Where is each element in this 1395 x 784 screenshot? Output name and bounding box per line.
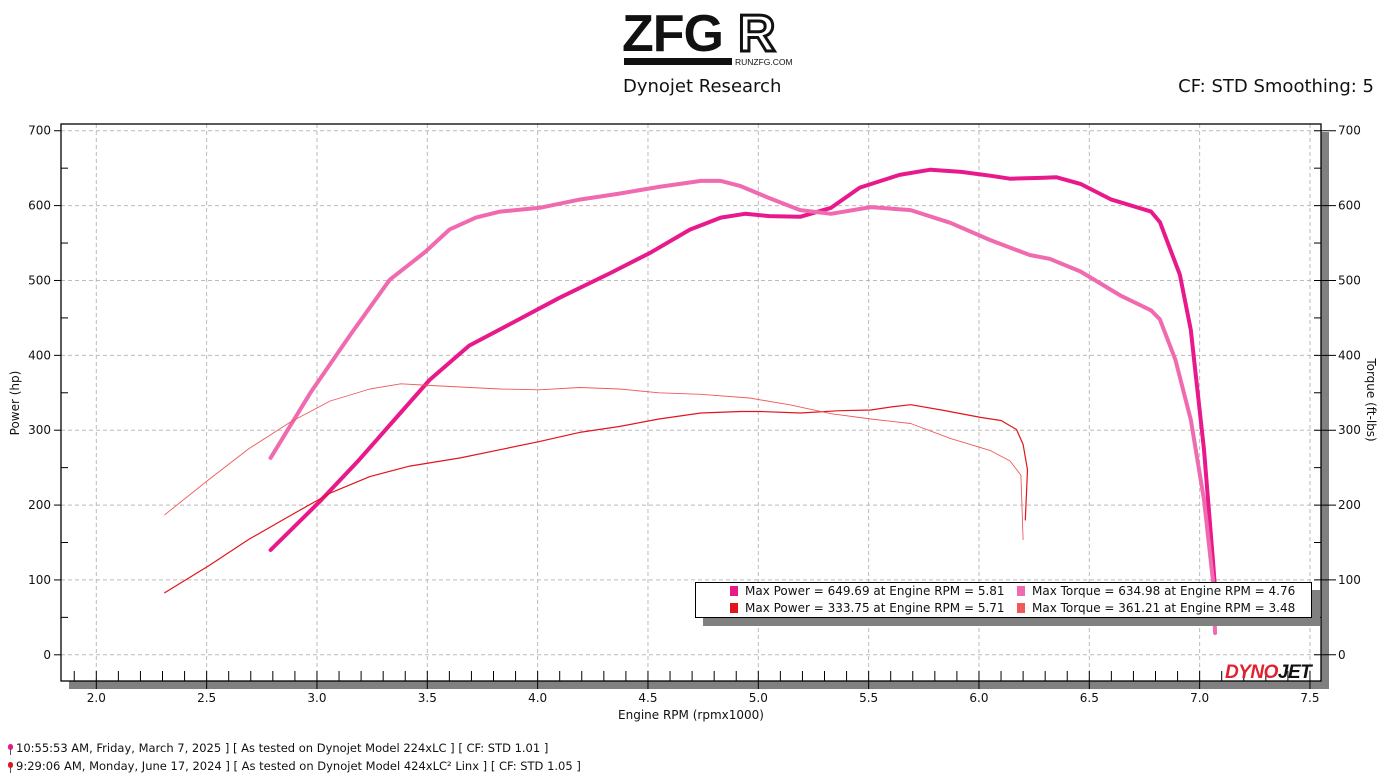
chart-title: Dynojet Research: [623, 76, 782, 97]
svg-text:200: 200: [28, 498, 51, 512]
svg-text:7.0: 7.0: [1190, 691, 1209, 705]
svg-text:6.5: 6.5: [1080, 691, 1099, 705]
svg-text:3.5: 3.5: [418, 691, 437, 705]
svg-text:5.0: 5.0: [749, 691, 768, 705]
svg-text:2.0: 2.0: [87, 691, 106, 705]
legend-label: Max Power = 649.69 at Engine RPM = 5.81: [745, 584, 1005, 598]
zfg-logo: ZFG R RUNZFG.COM: [622, 5, 793, 70]
legend-label: Max Torque = 634.98 at Engine RPM = 4.76: [1032, 584, 1296, 598]
plot-shadow: [69, 132, 1329, 689]
svg-text:300: 300: [28, 423, 51, 437]
run-info-text: 9:29:06 AM, Monday, June 17, 2024 ] [ As…: [16, 759, 581, 773]
run-info-1: 10:55:53 AM, Friday, March 7, 2025 ] [ A…: [8, 741, 548, 755]
legend-swatch: [1017, 603, 1025, 613]
svg-text:0: 0: [43, 648, 51, 662]
svg-text:700: 700: [1338, 124, 1361, 138]
svg-text:100: 100: [1338, 573, 1361, 587]
run-info-2: 9:29:06 AM, Monday, June 17, 2024 ] [ As…: [8, 759, 581, 773]
y-axis-label-torque: Torque (ft-lbs): [1364, 357, 1378, 441]
y-axis-label-power: Power (hp): [8, 371, 22, 436]
plot-frame: [60, 123, 1322, 682]
legend-item: Max Torque = 361.21 at Engine RPM = 3.48: [1017, 600, 1295, 617]
svg-text:2.5: 2.5: [197, 691, 216, 705]
legend-item: Max Power = 649.69 at Engine RPM = 5.81: [730, 583, 1005, 600]
legend: Max Power = 649.69 at Engine RPM = 5.81 …: [695, 582, 1312, 618]
svg-text:400: 400: [28, 348, 51, 362]
svg-text:3.0: 3.0: [307, 691, 326, 705]
svg-text:4.0: 4.0: [528, 691, 547, 705]
svg-text:0: 0: [1338, 648, 1346, 662]
legend-swatch: [730, 586, 738, 596]
dynojet-watermark: DYNOJET: [1225, 662, 1312, 684]
svg-text:200: 200: [1338, 498, 1361, 512]
legend-label: Max Torque = 361.21 at Engine RPM = 3.48: [1032, 601, 1296, 615]
svg-text:600: 600: [1338, 199, 1361, 213]
data-series: [164, 167, 1218, 636]
pin-icon: [8, 762, 13, 773]
grid-lines: [61, 124, 1321, 681]
x-axis: 2.0 2.5 3.0 3.5 4.0 4.5 5.0 5.5 6.0 6.5 7.0 7.5: [73, 671, 1320, 705]
logo-underline-bar: [624, 58, 732, 65]
legend-swatch: [730, 603, 738, 613]
logo-r-outline: R: [737, 5, 778, 63]
dynojet-watermark-jet: JET: [1277, 662, 1312, 683]
svg-text:700: 700: [28, 124, 51, 138]
svg-text:500: 500: [28, 273, 51, 287]
x-axis-label: Engine RPM (rpmx1000): [618, 708, 764, 722]
svg-text:7.5: 7.5: [1300, 691, 1319, 705]
run-info-text: 10:55:53 AM, Friday, March 7, 2025 ] [ A…: [16, 741, 549, 755]
svg-text:6.0: 6.0: [969, 691, 988, 705]
pin-icon: [8, 744, 13, 755]
dynojet-watermark-dyno: DYNO: [1225, 662, 1278, 683]
legend-item: Max Torque = 634.98 at Engine RPM = 4.76: [1017, 583, 1295, 600]
legend-swatch: [1017, 586, 1025, 596]
correction-settings: CF: STD Smoothing: 5: [1178, 76, 1374, 97]
logo-url: RUNZFG.COM: [735, 57, 793, 67]
svg-text:400: 400: [1338, 348, 1361, 362]
svg-text:500: 500: [1338, 273, 1361, 287]
y-axis-torque: 0 100 200 300 400 500 600 700: [1314, 124, 1361, 662]
y-axis-power: 0 100 200 300 400 500 600 700: [28, 124, 68, 662]
svg-text:600: 600: [28, 199, 51, 213]
svg-text:100: 100: [28, 573, 51, 587]
legend-label: Max Power = 333.75 at Engine RPM = 5.71: [745, 601, 1005, 615]
legend-item: Max Power = 333.75 at Engine RPM = 5.71: [730, 600, 1005, 617]
svg-text:300: 300: [1338, 423, 1361, 437]
svg-text:5.5: 5.5: [859, 691, 878, 705]
logo-main-text: ZFG: [622, 5, 724, 63]
svg-text:4.5: 4.5: [638, 691, 657, 705]
